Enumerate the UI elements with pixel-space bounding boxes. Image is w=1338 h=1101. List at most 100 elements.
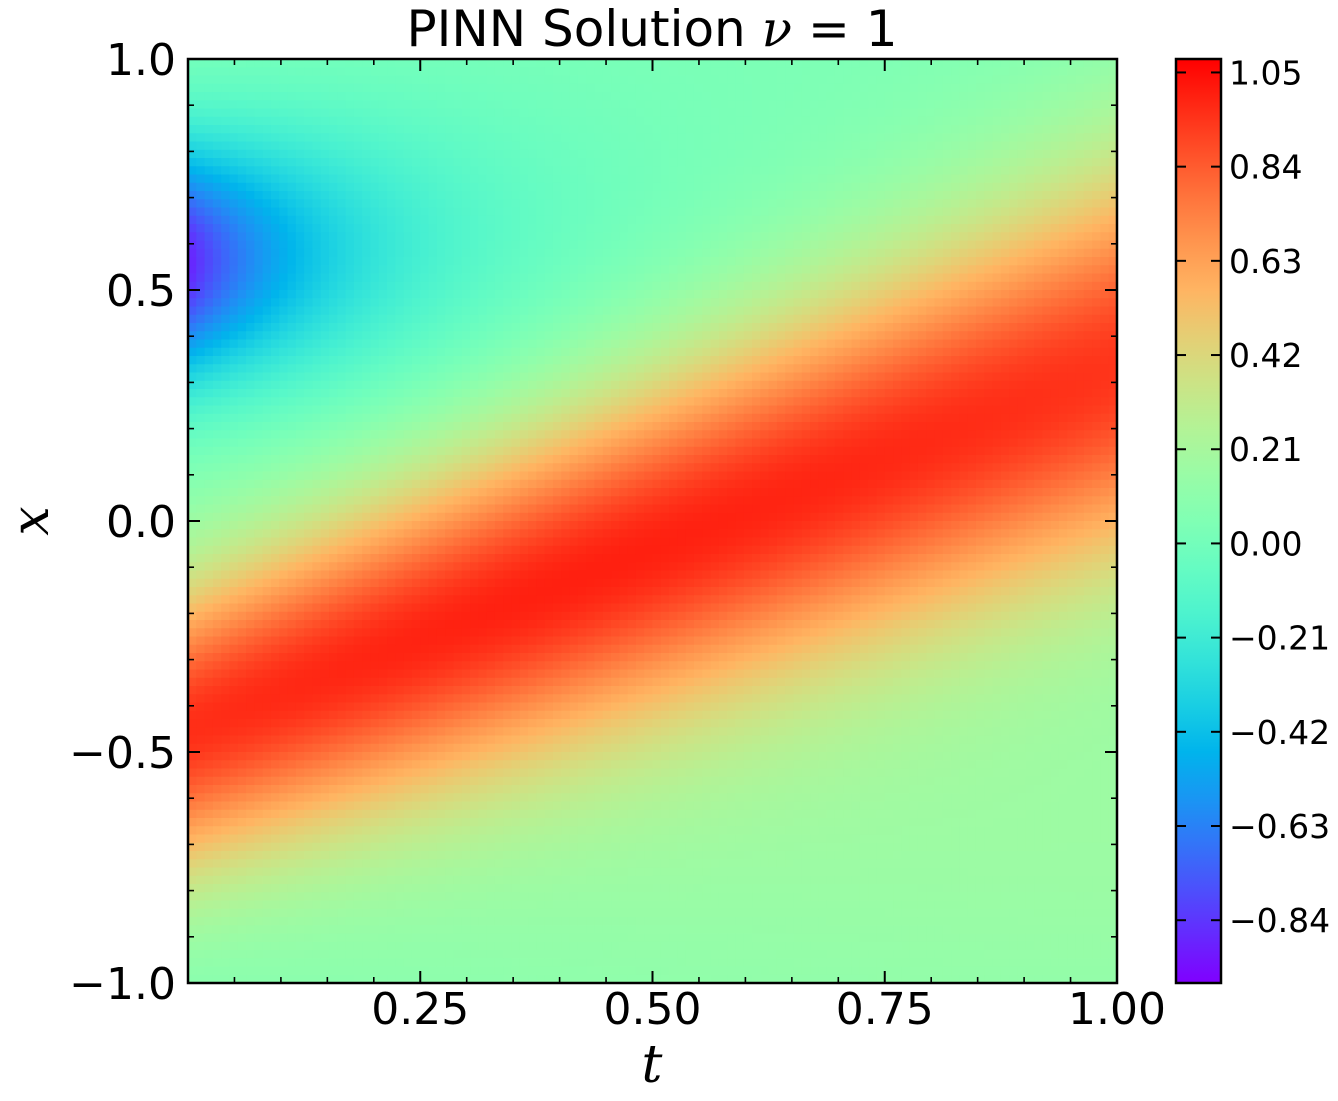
heatmap-cell	[503, 809, 513, 819]
heatmap-cell	[221, 372, 231, 382]
heatmap-cell	[329, 149, 338, 159]
heatmap-cell	[461, 768, 471, 778]
heatmap-cell	[362, 496, 372, 506]
heatmap-cell	[420, 463, 430, 473]
heatmap-cell	[478, 743, 488, 753]
heatmap-cell	[287, 628, 297, 638]
heatmap-cell	[370, 653, 380, 662]
heatmap-cell	[237, 191, 247, 200]
heatmap-cell	[312, 455, 322, 464]
heatmap-cell	[420, 537, 430, 547]
heatmap-cell	[428, 100, 438, 110]
heatmap-cell	[196, 413, 206, 423]
heatmap-cell	[204, 644, 214, 654]
heatmap-cell	[262, 133, 272, 143]
heatmap-cell	[552, 257, 562, 266]
heatmap-cell	[212, 578, 222, 588]
heatmap-cell	[337, 562, 347, 572]
heatmap-cell	[287, 488, 297, 497]
heatmap-cell	[270, 380, 280, 390]
heatmap-cell	[188, 908, 197, 918]
heatmap-cell	[270, 653, 280, 662]
heatmap-cell	[370, 570, 380, 580]
heatmap-cell	[196, 224, 206, 233]
heatmap-cell	[196, 504, 206, 514]
heatmap-cell	[237, 570, 247, 580]
heatmap-cell	[403, 488, 413, 497]
heatmap-cell	[312, 587, 322, 596]
heatmap-cell	[237, 512, 247, 522]
heatmap-cell	[411, 801, 421, 811]
heatmap-cell	[329, 933, 338, 943]
heatmap-cell	[445, 620, 455, 629]
heatmap-cell	[362, 818, 372, 827]
heatmap-cell	[320, 834, 330, 844]
heatmap-cell	[345, 405, 355, 415]
heatmap-cell	[337, 149, 347, 159]
heatmap-cell	[478, 92, 488, 101]
heatmap-cell	[528, 174, 537, 184]
heatmap-cell	[453, 719, 463, 728]
heatmap-cell	[519, 578, 529, 588]
heatmap-cell	[536, 232, 546, 242]
heatmap-cell	[370, 199, 380, 209]
heatmap-cell	[461, 479, 471, 489]
heatmap-cell	[494, 430, 504, 440]
heatmap-cell	[486, 950, 496, 959]
heatmap-cell	[312, 191, 322, 200]
heatmap-cell	[329, 323, 338, 332]
heatmap-cell	[270, 496, 280, 506]
heatmap-cell	[329, 455, 338, 464]
heatmap-cell	[320, 620, 330, 629]
heatmap-cell	[254, 661, 264, 671]
heatmap-cell	[378, 793, 388, 803]
heatmap-cell	[279, 958, 289, 968]
heatmap-cell	[478, 191, 488, 200]
heatmap-cell	[511, 941, 521, 951]
heatmap-cell	[511, 644, 521, 654]
heatmap-cell	[246, 413, 255, 423]
heatmap-cell	[436, 826, 446, 836]
heatmap-cell	[279, 620, 289, 629]
heatmap-cell	[395, 925, 405, 935]
heatmap-cell	[353, 224, 363, 233]
heatmap-cell	[478, 479, 488, 489]
heatmap-cell	[420, 471, 430, 481]
heatmap-cell	[387, 941, 396, 951]
heatmap-cell	[519, 364, 529, 374]
heatmap-cell	[395, 578, 405, 588]
heatmap-cell	[304, 611, 314, 621]
heatmap-cell	[295, 917, 305, 926]
heatmap-cell	[345, 257, 355, 266]
heatmap-cell	[494, 323, 504, 332]
heatmap-cell	[420, 290, 430, 299]
heatmap-cell	[188, 578, 197, 588]
heatmap-cell	[345, 158, 355, 167]
heatmap-cell	[411, 248, 421, 258]
heatmap-cell	[387, 265, 396, 275]
heatmap-cell	[221, 686, 231, 695]
heatmap-cell	[237, 158, 247, 167]
heatmap-cell	[312, 595, 322, 605]
heatmap-cell	[229, 710, 239, 720]
heatmap-cell	[395, 694, 405, 704]
heatmap-cell	[229, 158, 239, 167]
heatmap-cell	[312, 537, 322, 547]
heatmap-cell	[262, 380, 272, 390]
heatmap-cell	[304, 356, 314, 365]
heatmap-cell	[544, 554, 554, 563]
heatmap-cell	[270, 364, 280, 374]
heatmap-cell	[345, 611, 355, 621]
heatmap-cell	[528, 471, 537, 481]
heatmap-cell	[387, 867, 396, 877]
heatmap-cell	[221, 158, 231, 167]
heatmap-cell	[329, 554, 338, 563]
heatmap-cell	[453, 158, 463, 167]
heatmap-cell	[536, 917, 546, 926]
heatmap-cell	[262, 331, 272, 341]
heatmap-cell	[494, 273, 504, 283]
heatmap-cell	[246, 801, 255, 811]
heatmap-cell	[246, 851, 255, 860]
heatmap-cell	[420, 232, 430, 242]
heatmap-cell	[329, 290, 338, 299]
